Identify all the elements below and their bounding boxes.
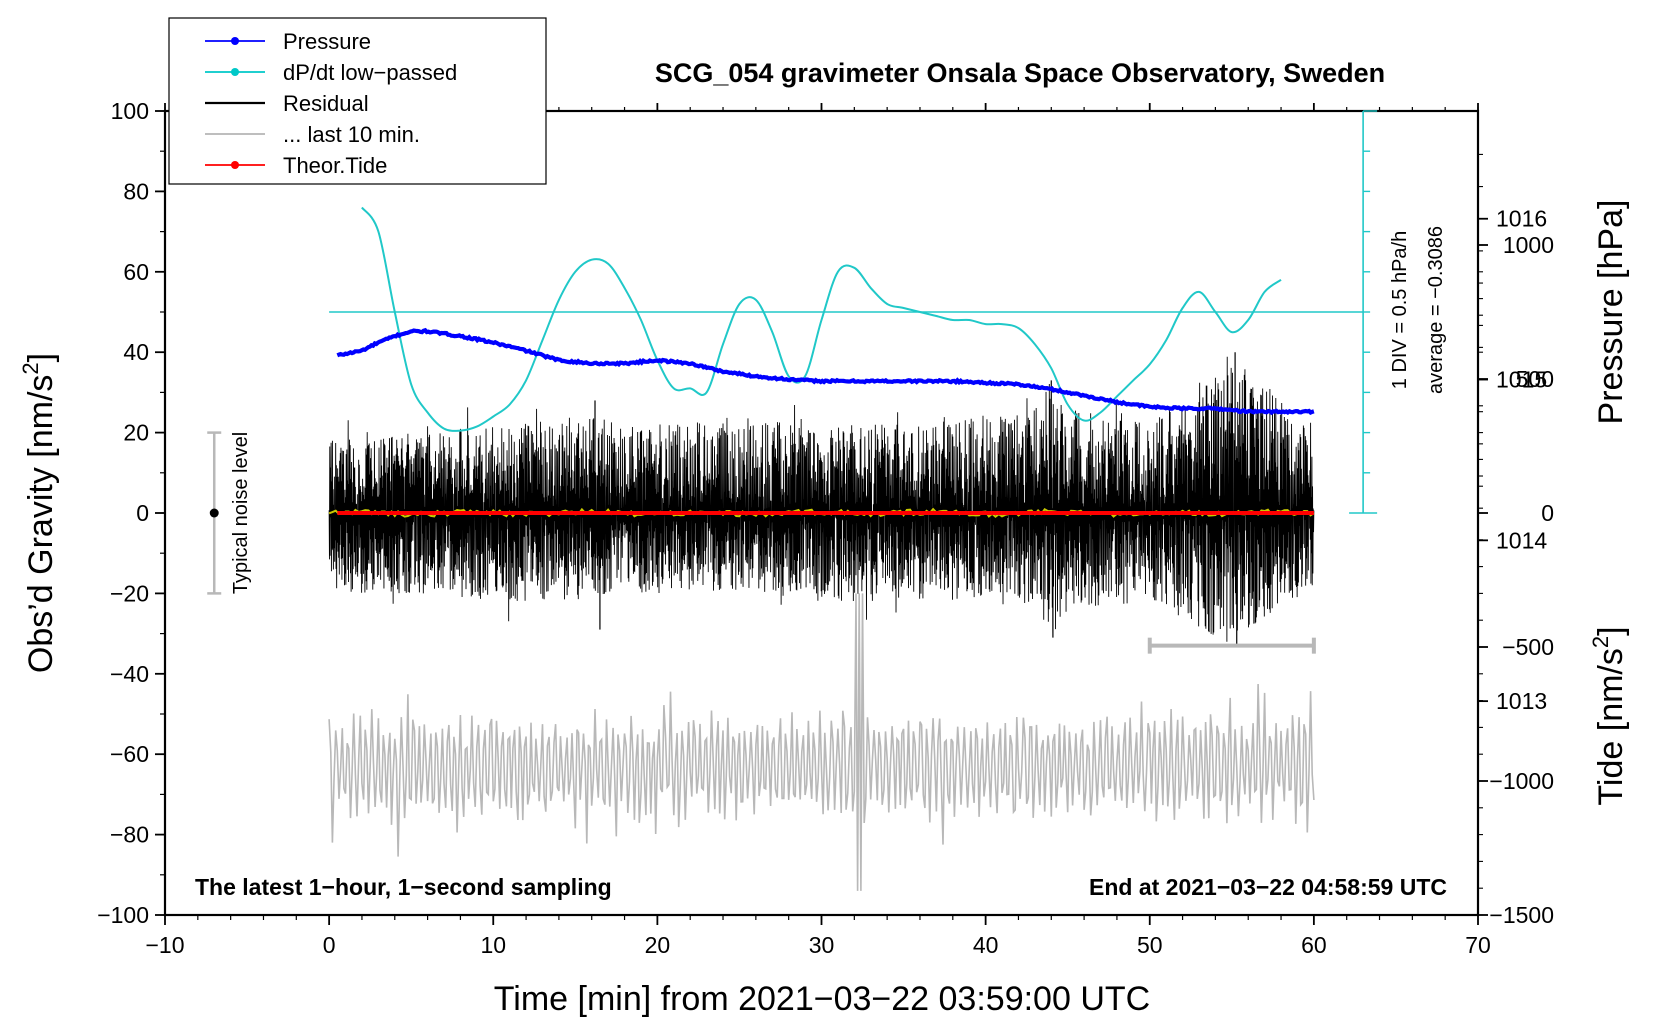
legend-items: Pressure dP/dt low−passed Residual ... last…: [205, 29, 457, 178]
y-tick-label: 20: [123, 420, 149, 446]
residual-line: [328, 356, 1315, 642]
noise-label: Typical noise level: [230, 432, 252, 594]
legend-swatch-marker: [231, 37, 239, 45]
pressure-tick-label: 1014: [1496, 527, 1547, 553]
y-tick-label: 40: [123, 339, 149, 365]
y-tick-label: 100: [111, 98, 149, 124]
tide-tick-label: 0: [1541, 500, 1554, 526]
last10-series: [328, 593, 1315, 891]
x-tick-label: 0: [323, 932, 336, 958]
legend-swatch-marker: [231, 161, 239, 169]
y-tick-label: −100: [97, 902, 149, 928]
legend-box: [168, 17, 547, 185]
y-axis-gravity: 100 80 60 40 20 0 −20 −40 −60 −80 −100: [97, 98, 165, 928]
x-tick-label: 50: [1137, 932, 1163, 958]
x-tick-label: 40: [973, 932, 999, 958]
legend-label: ... last 10 min.: [283, 122, 420, 147]
pressure-series: [336, 327, 1315, 416]
dpdt-scale-bar: [1349, 110, 1378, 514]
tide-title-main: Tide [nm/s: [1592, 648, 1630, 805]
y-tick-label: 80: [123, 178, 149, 204]
x-tick-label: 30: [809, 932, 835, 958]
tide-title-close: ]: [1592, 626, 1630, 635]
typical-noise-bar: [207, 431, 222, 595]
y-tick-label: 0: [136, 500, 149, 526]
x-tick-label: 10: [480, 932, 506, 958]
x-axis-title: Time [min] from 2021−03−22 03:59:00 UTC: [494, 980, 1150, 1018]
pressure-tick-label: 1015: [1496, 367, 1547, 393]
y-left-title-sup: 2: [18, 362, 43, 374]
x-tick-label: 70: [1465, 932, 1491, 958]
y-left-title-close: ]: [22, 353, 60, 362]
dpdt-div-label: 1 DIV = 0.5 hPa/h: [1389, 231, 1411, 389]
y-axis-tide: 1000 500 0 −500 −1000 −1500: [1478, 232, 1554, 928]
dpdt-line: [361, 206, 1282, 432]
legend-label: Residual: [283, 91, 369, 116]
tide-tick-label: 500: [1516, 366, 1554, 392]
residual-series: [328, 352, 1315, 646]
x-axis: −10 0 10 20 30 40 50 60 70: [145, 103, 1491, 958]
dpdt-series: [329, 206, 1364, 432]
noise-bar-center-dot: [209, 508, 219, 518]
x-tick-label: 60: [1301, 932, 1327, 958]
y-tick-label: −60: [110, 741, 149, 767]
tide-tick-label: −500: [1502, 634, 1554, 660]
note-left: The latest 1−hour, 1−second sampling: [195, 874, 612, 900]
y-axis-pressure-title: Pressure [hPa]: [1592, 200, 1630, 425]
legend: Pressure dP/dt low−passed Residual ... last…: [168, 17, 547, 185]
tide-tick-label: −1500: [1489, 902, 1554, 928]
y-tick-label: −80: [110, 822, 149, 848]
chart-title: SCG_054 gravimeter Onsala Space Observat…: [655, 58, 1385, 88]
legend-swatch-marker: [231, 68, 239, 76]
pressure-tick-label: 1016: [1496, 206, 1547, 232]
y-tick-label: −20: [110, 580, 149, 606]
last10-bracket: [1147, 637, 1316, 654]
last10-line: [328, 593, 1315, 891]
y-axis-left-title: Obs’d Gravity [nm/s2]: [18, 353, 60, 673]
y-axis-pressure: 1016 1015 1014 1013: [1478, 153, 1547, 714]
y-tick-label: −40: [110, 661, 149, 687]
pressure-tick-label: 1013: [1496, 688, 1547, 714]
tide-tick-label: −1000: [1489, 768, 1554, 794]
legend-label: dP/dt low−passed: [283, 60, 457, 85]
legend-label: Theor.Tide: [283, 153, 387, 178]
legend-label: Pressure: [283, 29, 371, 54]
y-left-title-main: Obs’d Gravity [nm/s: [22, 375, 60, 674]
y-axis-tide-title: Tide [nm/s2]: [1588, 626, 1630, 805]
pressure-line: [336, 327, 1315, 416]
x-tick-label: 20: [645, 932, 671, 958]
note-right: End at 2021−03−22 04:58:59 UTC: [1089, 874, 1447, 900]
y-tick-label: 60: [123, 259, 149, 285]
tide-title-sup: 2: [1588, 636, 1613, 648]
dpdt-average-label: average = −0.3086: [1425, 226, 1447, 394]
x-tick-label: −10: [145, 932, 184, 958]
tide-tick-label: 1000: [1503, 232, 1554, 258]
